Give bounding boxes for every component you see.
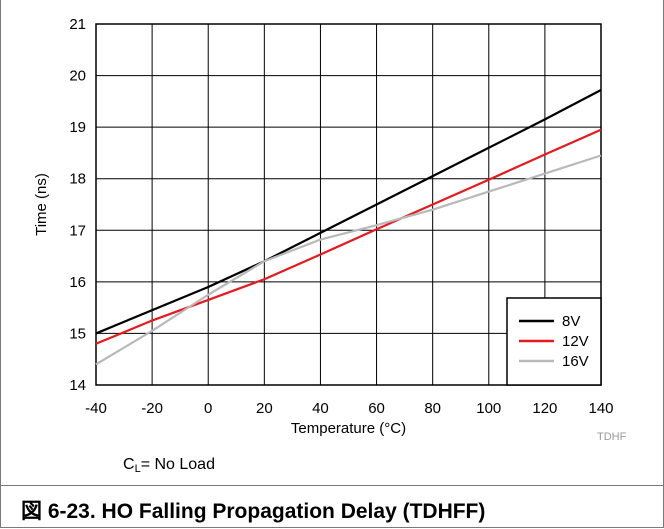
- x-tick-label: 80: [424, 400, 441, 417]
- series-line-8V: [95, 89, 602, 335]
- x-tick-label: 60: [368, 400, 385, 417]
- series-line-12V: [95, 128, 602, 345]
- note-prefix: C: [123, 456, 135, 473]
- y-tick-label: 14: [69, 377, 86, 394]
- legend-label: 16V: [562, 353, 589, 370]
- y-tick-label: 15: [69, 325, 86, 342]
- plot-border: [95, 23, 602, 386]
- y-tick-label: 16: [69, 274, 86, 291]
- legend: 8V 12V 16V: [506, 297, 602, 386]
- x-tick-label: -40: [85, 400, 107, 417]
- y-tick-label: 17: [69, 222, 86, 239]
- x-tick-label: 20: [256, 400, 273, 417]
- x-tick-labels: -40 -20 0 20 40 60 80 100 120 140: [85, 400, 613, 417]
- y-tick-labels: 14 15 16 17 18 19 20 21: [69, 16, 86, 394]
- y-tick-label: 19: [69, 119, 86, 136]
- y-axis-title: Time (ns): [33, 173, 50, 236]
- figure-caption: 図 6-23. HO Falling Propagation Delay (TD…: [21, 500, 486, 523]
- x-axis-title: Temperature (°C): [291, 420, 406, 437]
- load-condition-note: CL= No Load: [123, 456, 215, 475]
- line-chart: -40 -20 0 20 40 60 80 100 120 140 14 15 16 17 18 19 20 2…: [33, 16, 614, 437]
- x-tick-label: 40: [312, 400, 329, 417]
- note-subscript: L: [134, 463, 141, 475]
- x-tick-label: 120: [532, 400, 557, 417]
- caption-divider: [0, 485, 664, 486]
- legend-label: 12V: [562, 333, 589, 350]
- figure-id-watermark: TDHF: [597, 431, 627, 443]
- note-suffix: = No Load: [140, 456, 215, 473]
- y-tick-label: 18: [69, 171, 86, 188]
- legend-label: 8V: [562, 313, 580, 330]
- x-tick-label: 100: [476, 400, 501, 417]
- series-layer: [95, 89, 602, 366]
- y-tick-label: 21: [69, 16, 86, 33]
- x-tick-label: -20: [141, 400, 163, 417]
- series-line-16V: [95, 154, 602, 366]
- x-tick-label: 0: [204, 400, 212, 417]
- y-tick-label: 20: [69, 68, 86, 85]
- x-tick-label: 140: [588, 400, 613, 417]
